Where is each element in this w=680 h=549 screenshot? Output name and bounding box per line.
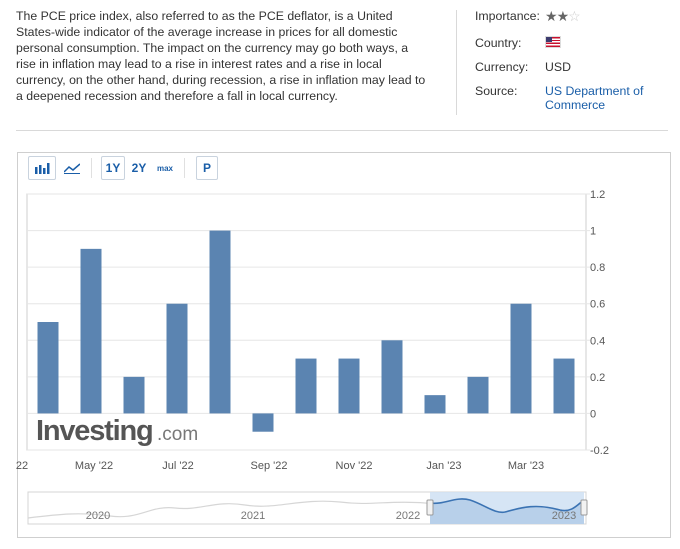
bar-chart-toggle[interactable]	[28, 156, 56, 180]
indicator-description: The PCE price index, also referred to as…	[16, 8, 431, 104]
source-label: Source:	[475, 84, 518, 98]
toolbar-separator	[91, 158, 92, 178]
divider	[16, 130, 668, 131]
currency-row: Currency: USD	[475, 60, 571, 74]
range-1y-button[interactable]: 1Y	[101, 156, 125, 180]
bar	[37, 322, 59, 414]
range-2y-button[interactable]: 2Y	[127, 156, 151, 180]
navigator-year-label: 2023	[552, 510, 576, 522]
watermark-brand: Investing	[36, 415, 153, 447]
description-line: States-wide indicator of the average inc…	[16, 25, 398, 39]
bar	[381, 340, 403, 414]
source-link-line1[interactable]: US Department of	[545, 84, 644, 98]
source-link-line2[interactable]: Commerce	[545, 98, 606, 112]
y-axis-ticks: 1.2 1 0.8 0.6 0.4 0.2 0 -0.2	[590, 189, 609, 457]
source-row: Source: US Department of Commerce	[475, 84, 643, 112]
y-tick-label: 1	[590, 226, 596, 238]
description-line: The PCE price index, also referred to as…	[16, 9, 393, 23]
range-max-button[interactable]: max	[151, 156, 179, 180]
description-line: personal consumption. The impact on the …	[16, 41, 409, 55]
y-tick-label: 0.8	[590, 262, 605, 274]
chart-container	[17, 152, 671, 538]
x-tick-label: Mar '23	[508, 460, 544, 472]
country-label: Country:	[475, 36, 522, 50]
navigator-handle[interactable]	[426, 499, 434, 516]
divider	[456, 10, 457, 115]
y-tick-label: -0.2	[590, 445, 609, 457]
x-tick-label: May '22	[75, 460, 113, 472]
star-empty-icon: ☆	[568, 8, 581, 24]
description-line: rise in inflation may lead to a rise in …	[16, 57, 382, 71]
y-tick-label: 0.6	[590, 299, 605, 311]
bar	[252, 413, 274, 432]
line-chart-toggle[interactable]	[58, 156, 86, 180]
navigator-year-label: 2022	[396, 510, 420, 522]
y-tick-label: 0	[590, 408, 596, 420]
star-filled-icon: ★	[545, 8, 558, 24]
description-line: currency, on the other hand, during rece…	[16, 73, 426, 87]
importance-label: Importance:	[475, 9, 540, 23]
bar	[424, 395, 446, 414]
x-tick-label: Sep '22	[251, 460, 288, 472]
print-button[interactable]: P	[196, 156, 218, 180]
bar	[295, 358, 317, 414]
chart-grid	[26, 193, 590, 451]
navigator-selected-line	[429, 498, 585, 514]
bar	[166, 303, 188, 414]
x-tick-label: Jul '22	[162, 460, 193, 472]
currency-label: Currency:	[475, 60, 529, 74]
importance-stars: ★★☆	[545, 8, 581, 25]
navigator-year-label: 2020	[86, 510, 110, 522]
star-filled-icon: ★	[556, 8, 570, 24]
y-tick-label: 1.2	[590, 189, 605, 201]
y-tick-label: 0.4	[590, 335, 605, 347]
navigator-year-label: 2021	[241, 510, 265, 522]
country-row: Country:	[475, 36, 561, 50]
bar	[553, 358, 575, 414]
bar	[510, 303, 532, 414]
source-link[interactable]: US Department of Commerce	[545, 84, 643, 112]
x-tick-label: 22	[16, 460, 28, 472]
chart-bars	[37, 230, 575, 432]
bar-chart-icon	[35, 163, 50, 174]
y-tick-label: 0.2	[590, 372, 605, 384]
bar	[123, 376, 145, 414]
x-tick-label: Nov '22	[336, 460, 373, 472]
time-navigator: 2020 2021 2022 2023	[27, 491, 588, 525]
bar	[338, 358, 360, 414]
description-line: a deepened recession and therefore a fal…	[16, 89, 338, 103]
bar	[80, 248, 102, 414]
us-flag-icon	[545, 36, 561, 50]
investing-watermark: Investing .com	[36, 415, 198, 447]
importance-row: Importance: ★★☆	[475, 8, 581, 24]
line-chart-icon	[64, 163, 80, 174]
watermark-suffix: .com	[157, 424, 198, 445]
toolbar-separator	[184, 158, 185, 178]
bar	[209, 230, 231, 414]
navigator-handle[interactable]	[580, 499, 588, 516]
bar	[467, 376, 489, 414]
x-tick-label: Jan '23	[426, 460, 461, 472]
currency-value: USD	[545, 60, 571, 74]
x-axis-ticks: 22 May '22 Jul '22 Sep '22 Nov '22 Jan '23 Mar…	[16, 460, 544, 472]
